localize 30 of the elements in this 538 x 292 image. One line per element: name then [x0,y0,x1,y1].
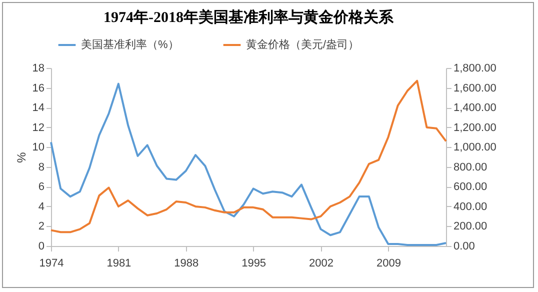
y-tick-label: 4 [38,200,44,213]
y-tick-label: 18 [32,62,44,74]
y-tick-label: 0 [38,240,44,252]
y-tick-label: 10 [32,142,44,154]
x-tick-label: 1995 [242,258,266,270]
y2-tick-label: 1,800.00 [454,62,496,74]
y-tick-label: 8 [38,161,44,174]
y2-tick-label: 1,000.00 [454,142,496,154]
y-axis-title: % [14,152,28,163]
x-tick-label: 2009 [376,258,401,270]
y2-tick-label: 1,600.00 [454,82,496,94]
y2-tick-label: 0.00 [454,240,475,252]
y-tick-label: 2 [38,220,44,233]
y2-tick-label: 800.00 [454,161,488,174]
x-tick-label: 1974 [39,258,64,270]
y2-tick-label: 600.00 [454,181,488,194]
y2-tick-label: 1,400.00 [454,102,496,114]
y2-tick-label: 1,200.00 [454,122,496,134]
x-tick-label: 2002 [309,258,334,270]
y-tick-label: 14 [32,102,44,114]
chart-title: 1974年-2018年美国基准利率与黄金价格关系 [104,8,394,26]
y2-tick-label: 400.00 [454,200,488,213]
y-tick-label: 6 [38,181,44,194]
legend-label: 美国基准利率（%） [81,38,179,51]
x-tick-label: 1981 [106,258,132,270]
y2-tick-label: 200.00 [454,220,488,233]
y-tick-label: 12 [32,122,44,134]
x-tick-label: 1988 [174,258,199,270]
legend-label: 黄金价格（美元/盎司） [246,38,360,51]
y-tick-label: 16 [32,82,44,94]
